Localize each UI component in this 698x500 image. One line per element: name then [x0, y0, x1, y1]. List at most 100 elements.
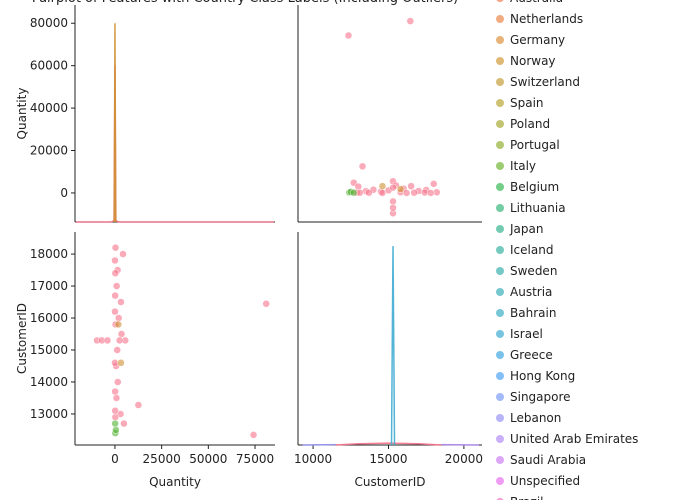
legend-marker	[496, 204, 504, 212]
point	[111, 387, 119, 396]
point	[114, 320, 123, 329]
y-tick-label: 13000	[30, 407, 68, 421]
x-axis-label: CustomerID	[354, 475, 425, 489]
legend-label: Norway	[510, 54, 556, 68]
y-tick-label: 40000	[30, 101, 68, 115]
legend-label: Greece	[510, 348, 553, 362]
point	[112, 282, 121, 290]
density-line	[390, 246, 396, 446]
legend-marker	[496, 477, 504, 485]
point	[114, 314, 123, 322]
legend-label: Unspecified	[510, 474, 580, 488]
chart-title: Pairplot of Features with Country Class …	[32, 0, 458, 6]
y-tick-label: 80000	[30, 16, 68, 30]
point	[113, 346, 121, 354]
point	[115, 336, 124, 345]
point	[134, 401, 143, 409]
point	[111, 307, 119, 316]
legend-marker	[496, 15, 504, 23]
legend-label: Singapore	[510, 390, 571, 404]
legend-label: Germany	[510, 33, 565, 47]
x-tick-label: 20000	[445, 452, 483, 466]
legend-label: Bahrain	[510, 306, 556, 320]
point	[389, 183, 397, 192]
y-tick-label: 18000	[30, 247, 68, 261]
point	[119, 250, 127, 258]
legend-label: Lithuania	[510, 201, 566, 215]
legend-label: Belgium	[510, 180, 559, 194]
legend-marker	[496, 414, 504, 422]
legend-marker	[496, 225, 504, 233]
point	[389, 204, 397, 212]
legend-marker	[496, 57, 504, 65]
point	[262, 300, 270, 308]
legend-marker	[496, 435, 504, 443]
point	[358, 162, 367, 171]
point	[350, 188, 358, 197]
x-tick-label: 25000	[143, 452, 181, 466]
legend-marker	[496, 120, 504, 128]
point	[111, 419, 119, 428]
legend-marker	[496, 0, 504, 2]
point	[117, 330, 126, 338]
legend-label: United Arab Emirates	[510, 432, 638, 446]
legend-marker	[496, 246, 504, 254]
point	[111, 291, 119, 300]
x-tick-label: 0	[111, 452, 119, 466]
legend-marker	[496, 456, 504, 464]
legend-marker	[496, 351, 504, 359]
point	[111, 243, 120, 252]
y-tick-label: 15000	[30, 343, 68, 357]
x-tick-label: 10000	[294, 452, 332, 466]
legend-marker	[496, 183, 504, 191]
x-tick-label: 50000	[189, 452, 227, 466]
point	[111, 413, 120, 421]
point	[117, 359, 125, 367]
legend-label: Switzerland	[510, 75, 580, 89]
point	[365, 188, 373, 197]
legend-label: Lebanon	[510, 411, 561, 425]
point	[402, 189, 411, 197]
legend-marker	[496, 309, 504, 317]
x-tick-label: 15000	[369, 452, 407, 466]
point	[111, 256, 119, 265]
legend-label: Australia	[510, 0, 563, 5]
point	[117, 298, 125, 306]
legend-label: Saudi Arabia	[510, 453, 586, 467]
point	[114, 378, 122, 386]
density-line	[335, 442, 442, 446]
legend-marker	[496, 36, 504, 44]
legend-label: Netherlands	[510, 12, 583, 26]
legend-marker	[496, 162, 504, 170]
point	[426, 189, 435, 197]
x-axis-label: Quantity	[149, 475, 201, 489]
legend-label: Japan	[509, 222, 543, 236]
point	[103, 336, 112, 345]
legend-label: Sweden	[510, 264, 557, 278]
y-axis-label: CustomerID	[15, 303, 29, 374]
point	[249, 431, 258, 439]
density-line	[113, 23, 117, 223]
legend-marker	[496, 267, 504, 275]
legend-label: Italy	[510, 159, 536, 173]
legend-label: Austria	[510, 285, 552, 299]
point	[407, 182, 415, 190]
legend-marker	[496, 141, 504, 149]
point	[112, 426, 120, 434]
point	[396, 185, 405, 193]
point	[111, 269, 120, 278]
legend-label: Iceland	[510, 243, 553, 257]
point	[429, 180, 438, 188]
x-tick-label: 75000	[236, 452, 274, 466]
density-line	[75, 65, 274, 223]
point	[410, 188, 418, 197]
y-tick-label: 20000	[30, 144, 68, 158]
y-tick-label: 17000	[30, 279, 68, 293]
y-tick-label: 60000	[30, 59, 68, 73]
legend-marker	[496, 99, 504, 107]
legend-marker	[496, 288, 504, 296]
legend-label: Spain	[510, 96, 544, 110]
legend-label: Hong Kong	[510, 369, 575, 383]
point	[406, 17, 415, 25]
